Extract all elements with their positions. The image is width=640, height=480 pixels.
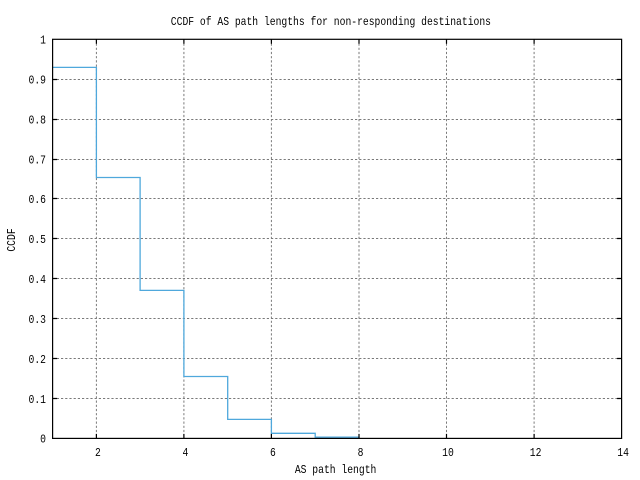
svg-text:0.1: 0.1 [29,393,46,407]
svg-text:0.5: 0.5 [29,233,46,247]
svg-text:CCDF of AS path lengths for no: CCDF of AS path lengths for non-respondi… [171,15,491,29]
svg-text:8: 8 [358,446,364,460]
svg-text:2: 2 [95,446,101,460]
svg-text:10: 10 [442,446,454,460]
svg-text:0.9: 0.9 [29,74,46,88]
svg-text:0.3: 0.3 [29,313,46,327]
svg-text:CCDF: CCDF [5,228,19,251]
svg-text:0: 0 [40,433,46,447]
svg-text:0.2: 0.2 [29,353,46,367]
svg-text:14: 14 [617,446,629,460]
svg-text:0.6: 0.6 [29,193,46,207]
svg-text:0.7: 0.7 [29,153,46,167]
svg-text:1: 1 [40,34,46,48]
svg-text:AS path length: AS path length [295,463,377,477]
svg-text:4: 4 [182,446,188,460]
svg-text:6: 6 [270,446,276,460]
svg-text:0.4: 0.4 [29,273,46,287]
svg-text:0.8: 0.8 [29,113,46,127]
svg-text:12: 12 [530,446,542,460]
